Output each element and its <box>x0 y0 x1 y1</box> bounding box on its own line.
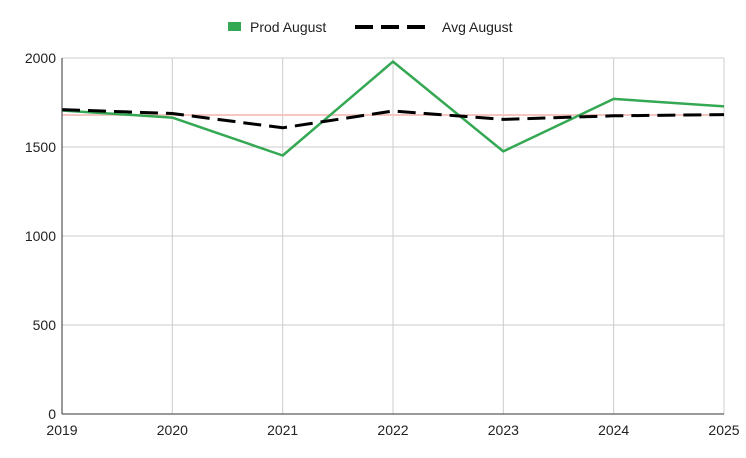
x-tick-label: 2023 <box>488 422 519 438</box>
y-tick-label: 1500 <box>25 139 56 155</box>
legend-swatch-prod[interactable] <box>228 22 241 31</box>
x-tick-label: 2025 <box>708 422 739 438</box>
x-tick-label: 2021 <box>267 422 298 438</box>
legend-label-avg[interactable]: Avg August <box>442 19 513 35</box>
x-tick-label: 2024 <box>598 422 629 438</box>
grid <box>62 57 725 414</box>
y-tick-label: 0 <box>48 406 56 422</box>
axes: 0 500 1000 1500 2000 2019 2020 2021 2022 2023 2024… <box>25 50 740 438</box>
y-tick-label: 2000 <box>25 50 56 66</box>
x-tick-label: 2019 <box>46 422 77 438</box>
x-tick-label: 2022 <box>377 422 408 438</box>
y-tick-label: 500 <box>33 317 57 333</box>
legend[interactable]: Prod August Avg August <box>228 19 513 35</box>
legend-label-prod[interactable]: Prod August <box>250 19 326 35</box>
y-tick-label: 1000 <box>25 228 56 244</box>
x-tick-label: 2020 <box>157 422 188 438</box>
